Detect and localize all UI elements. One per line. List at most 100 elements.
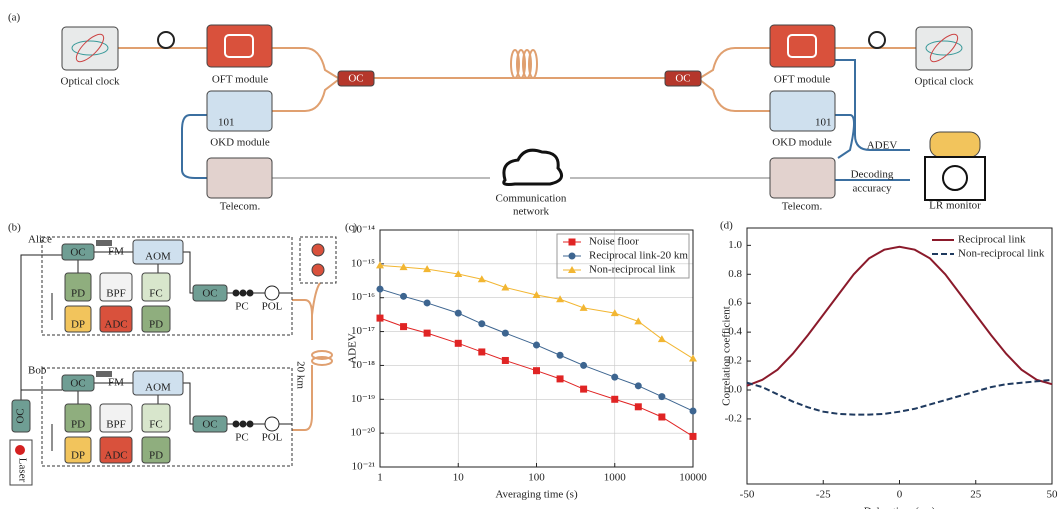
point — [478, 348, 485, 355]
label: OC — [15, 408, 27, 423]
fiber-coil — [511, 50, 537, 78]
label: OFT module — [212, 74, 268, 86]
label: Telecom. — [220, 201, 261, 213]
monitor-box — [925, 157, 985, 200]
y-tick-label: 10⁻¹⁹ — [351, 393, 375, 405]
point — [658, 335, 666, 342]
point — [377, 286, 384, 293]
label: FC — [149, 288, 162, 300]
attack-icon — [312, 244, 324, 256]
clock-box — [916, 27, 972, 70]
legend-label: Non-reciprocal link — [958, 248, 1045, 260]
label: AOM — [145, 251, 171, 263]
x-tick-label: 50 — [1047, 489, 1059, 501]
oft-box — [770, 25, 835, 67]
alarm-light — [930, 132, 980, 157]
fiber — [292, 283, 320, 430]
label: AOM — [145, 382, 171, 394]
block-name: Bob — [28, 365, 47, 377]
point — [658, 413, 665, 420]
point — [689, 355, 697, 362]
cloud-icon — [504, 150, 562, 184]
link — [835, 115, 854, 158]
oft-box — [207, 25, 272, 67]
label: Laser — [16, 458, 28, 483]
label: accuracy — [852, 183, 892, 195]
x-tick-label: -50 — [740, 489, 755, 501]
laser-icon — [15, 445, 25, 455]
lock-icon — [158, 32, 174, 48]
legend-marker — [569, 253, 576, 260]
x-tick-label: 100 — [528, 472, 545, 484]
label: PC — [235, 301, 248, 313]
label: network — [513, 206, 550, 218]
legend-label: Reciprocal link — [958, 234, 1026, 246]
label: BPF — [106, 419, 126, 431]
panel-label: (b) — [8, 222, 21, 234]
point — [502, 357, 509, 364]
point — [424, 299, 431, 306]
okd-box — [207, 91, 272, 131]
label: PD — [71, 419, 85, 431]
point — [400, 293, 407, 300]
label: Communication — [496, 193, 567, 205]
y-axis-label: ADEV — [347, 333, 359, 364]
pc-icon — [247, 421, 254, 428]
x-tick-label: 25 — [970, 489, 982, 501]
label: OC — [202, 419, 217, 431]
label: ADC — [104, 319, 127, 331]
code: 101 — [218, 117, 235, 129]
pc-icon — [233, 290, 240, 297]
label: PD — [149, 450, 163, 462]
block-name: Alice — [28, 234, 52, 246]
label: PD — [71, 288, 85, 300]
y-tick-label: 10⁻¹⁵ — [351, 257, 375, 269]
x-tick-label: -25 — [816, 489, 831, 501]
label: PD — [149, 319, 163, 331]
clock-box — [62, 27, 118, 70]
point — [455, 340, 462, 347]
y-tick-label: 10⁻¹⁶ — [351, 291, 375, 303]
x-axis-label: Averaging time (s) — [495, 489, 578, 501]
y-tick-label: 10⁻²⁰ — [350, 427, 375, 439]
label: OC — [202, 288, 217, 300]
plot-frame — [747, 228, 1052, 484]
x-tick-label: 10000 — [679, 472, 707, 484]
point — [533, 367, 540, 374]
link — [835, 60, 910, 150]
label: OKD module — [772, 137, 832, 149]
label: PC — [235, 432, 248, 444]
label: OC — [70, 378, 85, 390]
x-axis-label: Delay time (ms) — [864, 506, 936, 509]
telecom-box — [770, 158, 835, 198]
pc-icon — [240, 421, 247, 428]
figure: (a) Optical clock OFT module 101 OKD mod… — [0, 0, 1063, 509]
label: OFT module — [774, 74, 830, 86]
pol-icon — [265, 417, 279, 431]
y-tick-label: 10⁻¹⁴ — [351, 224, 375, 236]
point — [611, 396, 618, 403]
link — [182, 115, 207, 178]
label: FC — [149, 419, 162, 431]
label: DP — [71, 450, 85, 462]
attack-icon — [312, 264, 324, 276]
point — [424, 330, 431, 337]
label: POL — [262, 432, 283, 444]
point — [690, 408, 697, 415]
label: OC — [348, 73, 363, 85]
x-tick-label: 1000 — [604, 472, 627, 484]
point — [557, 375, 564, 382]
label: FM — [108, 377, 124, 389]
telecom-box — [207, 158, 272, 198]
label: POL — [262, 301, 283, 313]
lock-icon — [869, 32, 885, 48]
point — [580, 362, 587, 369]
point — [376, 261, 384, 268]
label: Telecom. — [782, 201, 823, 213]
label: OKD module — [210, 137, 270, 149]
x-tick-label: 1 — [377, 472, 383, 484]
panel-label: (a) — [8, 12, 21, 24]
legend-label: Reciprocal link-20 km — [589, 250, 688, 262]
pol-icon — [265, 286, 279, 300]
legend-marker — [569, 239, 576, 246]
